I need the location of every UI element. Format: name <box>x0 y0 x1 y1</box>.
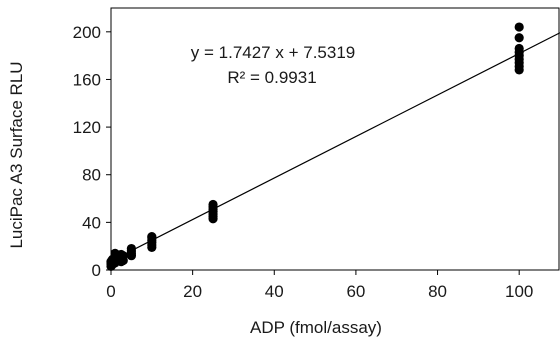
data-point <box>126 243 137 254</box>
x-tick-label: 20 <box>183 282 202 301</box>
y-axis-title: LuciPac A3 Surface RLU <box>7 61 26 248</box>
x-axis-title: ADP (fmol/assay) <box>250 318 382 337</box>
x-tick-label: 100 <box>505 282 533 301</box>
data-points <box>106 22 524 272</box>
x-axis: 0 20 40 60 80 100 <box>106 270 533 301</box>
y-tick-label: 0 <box>92 261 101 280</box>
r-squared-label: R² = 0.9931 <box>227 68 316 87</box>
trendline <box>110 32 560 262</box>
y-tick-label: 120 <box>73 118 101 137</box>
y-tick-label: 200 <box>73 23 101 42</box>
trendline-group <box>110 32 560 262</box>
trendline-equation: y = 1.7427 x + 7.5319 <box>191 43 355 62</box>
data-point <box>514 22 524 32</box>
y-tick-label: 40 <box>82 213 101 232</box>
x-tick-label: 0 <box>106 282 115 301</box>
data-point <box>208 199 218 210</box>
x-tick-label: 80 <box>428 282 447 301</box>
data-point <box>147 232 157 242</box>
data-point <box>514 33 524 43</box>
x-tick-label: 40 <box>265 282 284 301</box>
y-tick-label: 80 <box>82 166 101 185</box>
data-point <box>118 251 128 261</box>
x-tick-label: 60 <box>346 282 365 301</box>
y-axis: 0 40 80 120 160 200 <box>73 23 111 280</box>
y-tick-label: 160 <box>73 70 101 89</box>
plot-area <box>110 7 560 271</box>
plot-border <box>110 7 560 271</box>
data-point <box>514 43 524 54</box>
